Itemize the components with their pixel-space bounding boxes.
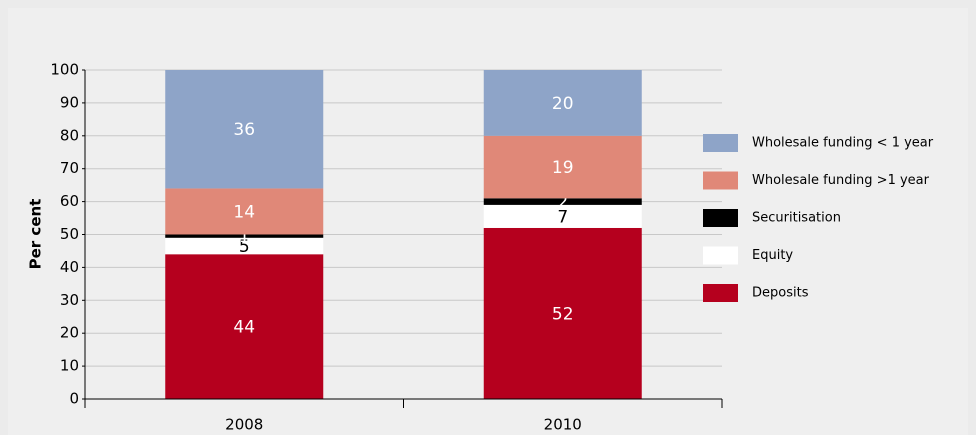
value-label: 20: [552, 94, 574, 114]
value-label: 1: [239, 227, 250, 247]
legend-label: Deposits: [752, 286, 809, 301]
value-label: 2: [557, 193, 568, 213]
value-label: 14: [233, 202, 255, 222]
value-label: 7: [557, 207, 568, 227]
legend-label: Wholesale funding >1 year: [752, 173, 930, 188]
y-tick-label: 80: [60, 126, 79, 144]
y-tick-label: 50: [60, 225, 79, 243]
value-label: 44: [233, 318, 255, 338]
y-tick-label: 60: [60, 192, 79, 210]
legend-label: Equity: [752, 248, 793, 263]
y-tick-label: 40: [60, 258, 79, 276]
bar-segment: [483, 227, 642, 399]
legend-swatch: [703, 284, 738, 302]
y-axis-label: Per cent: [27, 199, 45, 270]
value-label: 36: [233, 120, 255, 140]
legend-label: Securitisation: [752, 211, 841, 226]
y-tick-label: 0: [69, 390, 79, 408]
bar-segment: [165, 254, 324, 399]
x-tick-label: 2008: [225, 416, 263, 434]
value-label: 5: [239, 237, 250, 257]
bar-segment: [165, 70, 324, 189]
x-tick-label: 2010: [544, 416, 582, 434]
legend-swatch: [703, 246, 738, 265]
bar-segment: [165, 234, 324, 238]
value-label: 52: [552, 304, 574, 324]
bar-segment: [483, 135, 642, 199]
bar-segment: [165, 237, 324, 255]
legend-label: Wholesale funding < 1 year: [752, 136, 934, 151]
y-tick-label: 10: [60, 357, 79, 375]
value-label: 19: [552, 158, 574, 178]
bar-segment: [165, 188, 324, 235]
bar-segment: [483, 70, 642, 136]
y-tick-label: 90: [60, 93, 79, 111]
legend-swatch: [703, 171, 738, 190]
legend-swatch: [703, 209, 738, 227]
bar-segment: [483, 204, 642, 228]
legend-swatch: [703, 134, 738, 152]
y-tick-label: 70: [60, 159, 79, 177]
bar-segment: [483, 198, 642, 205]
y-tick-label: 30: [60, 291, 79, 309]
y-tick-label: 20: [60, 324, 79, 342]
y-tick-label: 100: [50, 61, 79, 79]
